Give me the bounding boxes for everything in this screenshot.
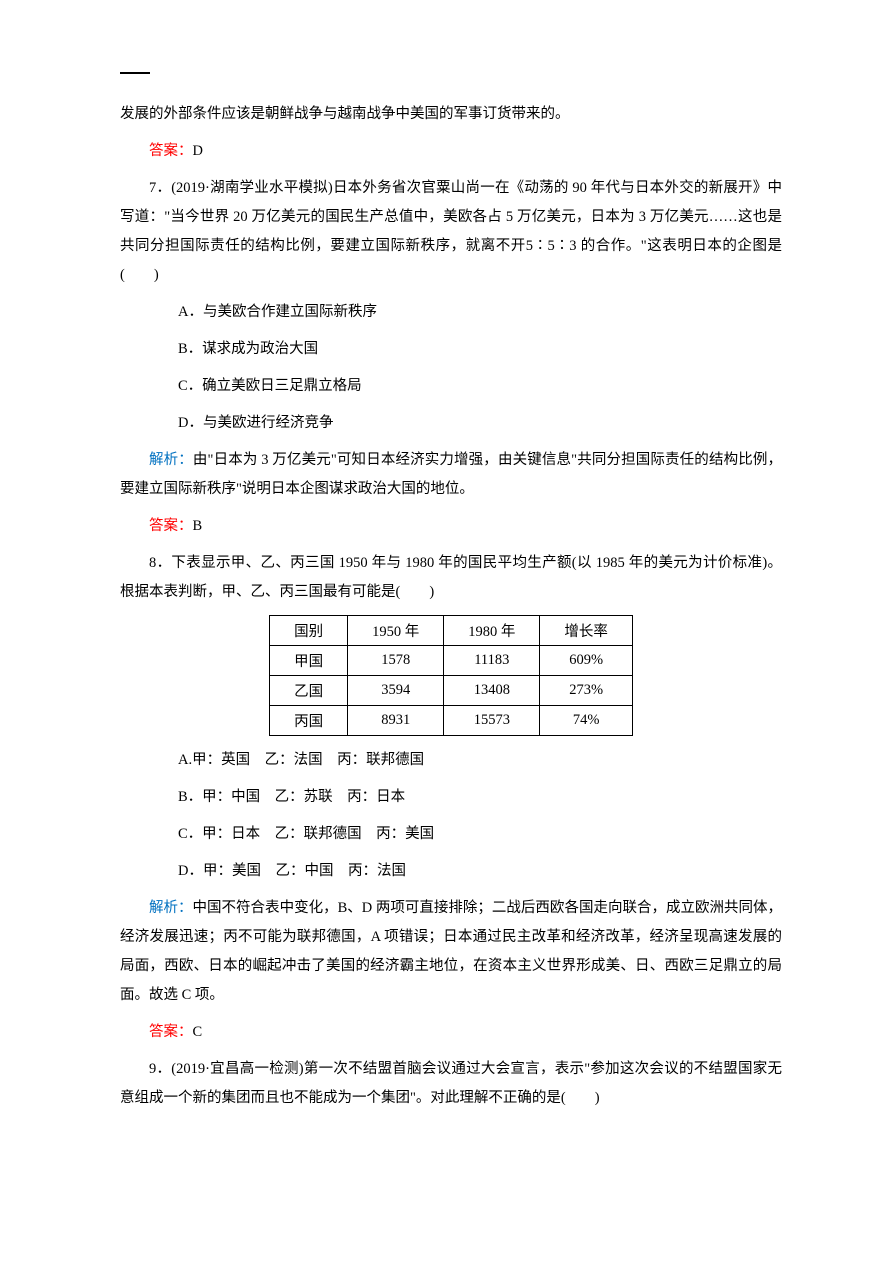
q8-analysis: 解析：中国不符合表中变化，B、D 两项可直接排除；二战后西欧各国走向联合，成立欧… — [120, 894, 782, 1010]
q7-option-d: D．与美欧进行经济竞争 — [149, 409, 782, 438]
q7-option-b: B．谋求成为政治大国 — [149, 335, 782, 364]
q7-analysis-text: 由"日本为 3 万亿美元"可知日本经济实力增强，由关键信息"共同分担国际责任的结… — [120, 452, 782, 497]
q8-analysis-text: 中国不符合表中变化，B、D 两项可直接排除；二战后西欧各国走向联合，成立欧洲共同… — [120, 900, 782, 1003]
q8-option-a: A.甲：英国 乙：法国 丙：联邦德国 — [149, 746, 782, 775]
table-cell: 8931 — [348, 706, 444, 736]
table-cell: 丙国 — [270, 706, 348, 736]
answer-label: 答案： — [149, 518, 193, 534]
table-cell: 3594 — [348, 676, 444, 706]
q8-table: 国别 1950 年 1980 年 增长率 甲国 1578 11183 609% … — [269, 615, 633, 736]
table-cell: 609% — [540, 646, 633, 676]
table-cell: 乙国 — [270, 676, 348, 706]
q9-stem: 9．(2019·宜昌高一检测)第一次不结盟首脑会议通过大会宣言，表示"参加这次会… — [120, 1055, 782, 1113]
table-header: 增长率 — [540, 616, 633, 646]
q7-option-a: A．与美欧合作建立国际新秩序 — [149, 298, 782, 327]
header-underline — [120, 72, 150, 74]
table-cell: 15573 — [444, 706, 540, 736]
intro-fragment: 发展的外部条件应该是朝鲜战争与越南战争中美国的军事订货带来的。 — [120, 100, 782, 129]
q7-answer-value: B — [193, 518, 203, 534]
q8-option-d: D．甲：美国 乙：中国 丙：法国 — [149, 857, 782, 886]
q8-option-c: C．甲：日本 乙：联邦德国 丙：美国 — [149, 820, 782, 849]
table-cell: 1578 — [348, 646, 444, 676]
q6-answer-value: D — [193, 143, 203, 159]
q7-option-c: C．确立美欧日三足鼎立格局 — [149, 372, 782, 401]
q8-option-b: B．甲：中国 乙：苏联 丙：日本 — [149, 783, 782, 812]
q7-answer-line: 答案：B — [120, 512, 782, 541]
q6-answer-line: 答案：D — [120, 137, 782, 166]
table-cell: 273% — [540, 676, 633, 706]
answer-label: 答案： — [149, 143, 193, 159]
table-row: 乙国 3594 13408 273% — [270, 676, 633, 706]
analysis-label: 解析： — [149, 452, 193, 468]
q8-answer-line: 答案：C — [120, 1018, 782, 1047]
q8-answer-value: C — [193, 1024, 203, 1040]
table-row: 丙国 8931 15573 74% — [270, 706, 633, 736]
table-cell: 甲国 — [270, 646, 348, 676]
answer-label: 答案： — [149, 1024, 193, 1040]
table-row: 甲国 1578 11183 609% — [270, 646, 633, 676]
analysis-label: 解析： — [149, 900, 193, 916]
table-cell: 11183 — [444, 646, 540, 676]
table-header: 1980 年 — [444, 616, 540, 646]
table-row: 国别 1950 年 1980 年 增长率 — [270, 616, 633, 646]
q7-analysis: 解析：由"日本为 3 万亿美元"可知日本经济实力增强，由关键信息"共同分担国际责… — [120, 446, 782, 504]
q8-stem: 8．下表显示甲、乙、丙三国 1950 年与 1980 年的国民平均生产额(以 1… — [120, 549, 782, 607]
table-cell: 74% — [540, 706, 633, 736]
q7-stem: 7．(2019·湖南学业水平模拟)日本外务省次官粟山尚一在《动荡的 90 年代与… — [120, 174, 782, 290]
table-header: 国别 — [270, 616, 348, 646]
table-cell: 13408 — [444, 676, 540, 706]
table-header: 1950 年 — [348, 616, 444, 646]
